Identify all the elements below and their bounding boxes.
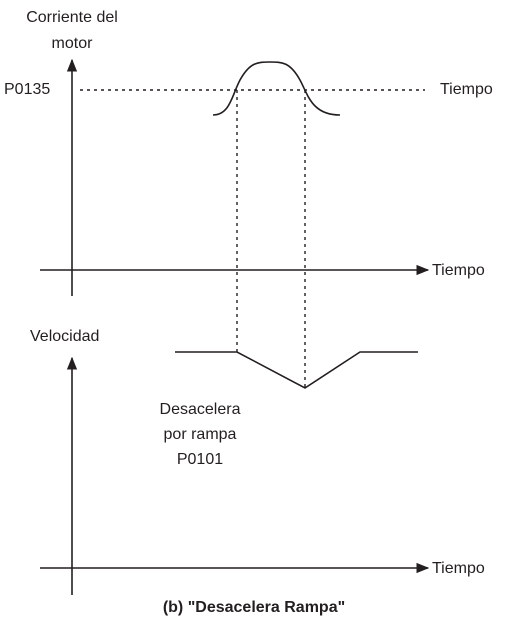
speed-curve: [175, 351, 418, 389]
y-label: Velocidad: [30, 328, 99, 345]
current-curve: [212, 61, 341, 116]
y-label: motor: [52, 35, 94, 52]
x-label: Tiempo: [432, 560, 485, 577]
caption: (b) "Desacelera Rampa": [163, 599, 345, 616]
annotation: P0101: [177, 451, 223, 468]
annotation: por rampa: [164, 426, 237, 443]
level-time-label: Tiempo: [440, 81, 493, 98]
x-label: Tiempo: [432, 262, 485, 279]
y-label: Corriente del: [26, 9, 118, 26]
annotation: Desacelera: [160, 401, 241, 418]
level-label: P0135: [4, 81, 50, 98]
